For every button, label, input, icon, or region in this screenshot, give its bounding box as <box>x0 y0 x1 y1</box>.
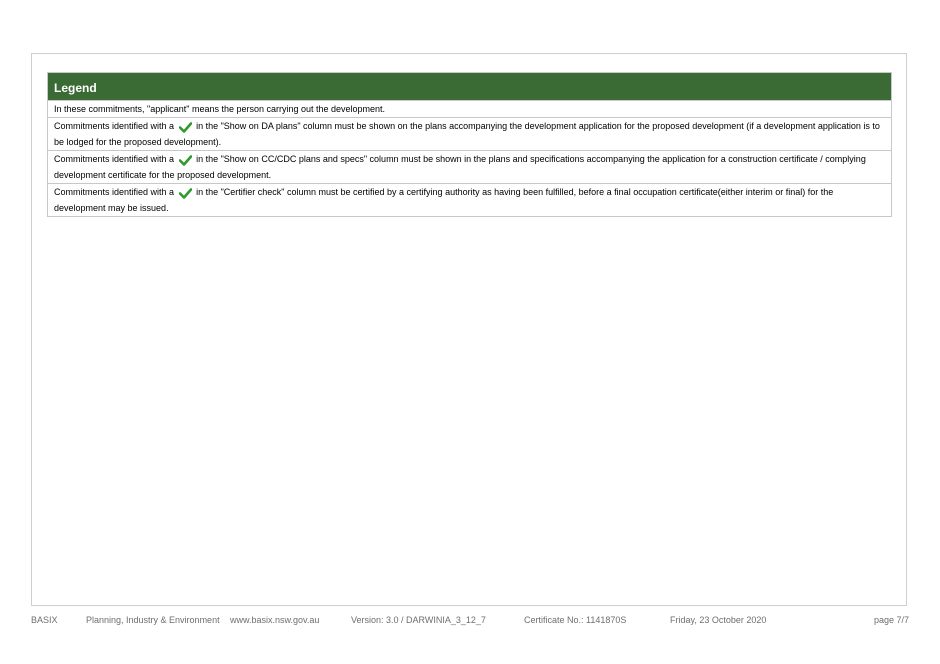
legend-row-text-post: in the "Certifier check" column must be … <box>54 187 834 213</box>
legend-row-text-pre: Commitments identified with a <box>54 121 175 131</box>
footer-department: Planning, Industry & Environment <box>86 615 220 625</box>
legend-row-da-plans: Commitments identified with a in the "Sh… <box>48 117 891 150</box>
legend-row-applicant: In these commitments, "applicant" means … <box>48 100 891 117</box>
check-icon <box>178 188 192 199</box>
footer-basix: BASIX <box>31 615 58 625</box>
check-icon <box>178 122 192 133</box>
footer-certificate: Certificate No.: 1141870S <box>524 615 627 625</box>
legend-table: Legend In these commitments, "applicant"… <box>47 72 892 217</box>
legend-title: Legend <box>48 73 891 100</box>
check-icon <box>178 155 192 166</box>
footer-date: Friday, 23 October 2020 <box>670 615 767 625</box>
legend-row-text: In these commitments, "applicant" means … <box>54 104 386 114</box>
legend-row-text-pre: Commitments identified with a <box>54 187 175 197</box>
footer-version: Version: 3.0 / DARWINIA_3_12_7 <box>351 615 486 625</box>
legend-row-text-pre: Commitments identified with a <box>54 154 175 164</box>
legend-row-text-post: in the "Show on DA plans" column must be… <box>54 121 880 147</box>
footer-page-number: page 7/7 <box>873 615 909 625</box>
legend-row-text-post: in the "Show on CC/CDC plans and specs" … <box>54 154 866 180</box>
page-frame <box>31 53 907 606</box>
legend-row-cc-cdc-plans: Commitments identified with a in the "Sh… <box>48 150 891 183</box>
footer-website: www.basix.nsw.gov.au <box>230 615 320 625</box>
legend-row-certifier-check: Commitments identified with a in the "Ce… <box>48 183 891 216</box>
